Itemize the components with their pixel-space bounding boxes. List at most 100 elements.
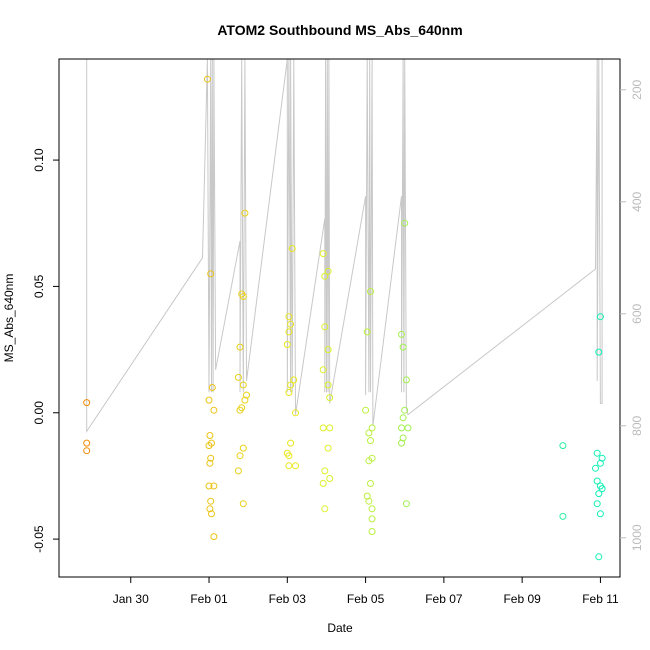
data-point [239,500,247,508]
data-point [83,447,91,455]
data-point [365,497,373,505]
data-point [559,512,567,520]
data-point [401,219,409,227]
data-point [234,373,242,381]
y-tick-label: 0.10 [32,148,46,172]
data-point [210,406,218,414]
secondary-tick-label: 600 [630,303,644,323]
data-point [321,505,329,513]
data-point [83,399,91,407]
data-point [399,414,407,422]
data-point [402,500,410,508]
data-point [404,424,412,432]
plot-frame [58,58,621,578]
data-point [205,396,213,404]
data-point [285,452,293,460]
data-point [402,376,410,384]
data-point [365,429,373,437]
x-tick-label: Feb 11 [582,592,619,606]
data-point [290,376,298,384]
data-point [285,389,293,396]
data-point [206,432,214,439]
data-point [367,288,374,295]
y-tick-label: -0.05 [32,525,46,553]
data-point [236,406,244,414]
data-point [285,462,293,470]
data-point [362,406,370,414]
data-point [363,328,371,336]
data-point [324,267,332,275]
data-point [368,515,376,523]
data-point [365,457,373,465]
data-point [208,384,216,391]
data-point [596,313,604,321]
data-point [367,480,374,487]
data-point [592,464,599,472]
data-point [399,343,407,351]
y-axis-label: MS_Abs_640nm [2,274,16,363]
secondary-tick-label: 200 [630,79,644,99]
data-point [398,424,405,432]
data-point [319,366,327,374]
data-point [398,439,405,447]
data-point [205,482,213,490]
data-point [559,442,567,450]
data-point [321,323,329,331]
y-tick-label: 0.05 [32,274,46,298]
data-point [368,424,376,432]
data-point [596,510,604,518]
data-point [203,75,211,83]
data-point [287,381,295,389]
data-point [206,459,214,467]
data-point [288,245,296,252]
data-point [596,459,604,467]
x-axis-label: Date [327,621,353,635]
data-point [83,439,91,447]
data-point [285,313,293,321]
data-point [283,341,291,348]
data-point [210,482,218,490]
track-line-layer [86,59,603,434]
data-point [398,330,405,338]
data-point [236,343,244,351]
data-point [239,444,247,452]
data-point [241,396,249,404]
data-point [593,500,601,508]
x-tick-label: Jan 30 [113,592,149,606]
data-point [207,270,215,278]
data-point [292,462,299,470]
secondary-y-axis: 200 400 600 800 1000 [620,79,644,551]
data-point [367,437,374,445]
data-point [368,528,376,535]
secondary-tick-label: 400 [630,191,644,211]
x-tick-label: Feb 07 [425,592,463,606]
data-point [236,452,244,460]
data-point [319,480,327,487]
depth-track-line [86,59,603,434]
data-point [321,272,329,280]
points-layer [83,75,606,561]
x-tick-label: Feb 03 [269,592,307,606]
data-point [324,444,332,452]
data-point [324,381,332,389]
data-point [208,510,215,518]
y-tick-label: 0.00 [32,401,46,425]
data-point [319,250,327,258]
data-point [287,439,295,447]
data-point [401,406,409,414]
data-point [205,442,213,450]
data-point [239,293,247,300]
data-point [285,328,293,336]
data-point [287,320,295,328]
data-point [595,553,603,561]
x-tick-label: Feb 05 [347,592,385,606]
chart-title: ATOM2 Southbound MS_Abs_640nm [217,22,462,38]
x-axis: Jan 30 Feb 01 Feb 03 Feb 05 Feb 07 Feb 09 Feb … [113,577,619,606]
x-tick-label: Feb 09 [503,592,541,606]
data-point [324,346,332,354]
data-point [234,467,242,475]
secondary-tick-label: 1000 [630,524,644,551]
data-point [326,394,334,402]
data-point [593,477,601,485]
